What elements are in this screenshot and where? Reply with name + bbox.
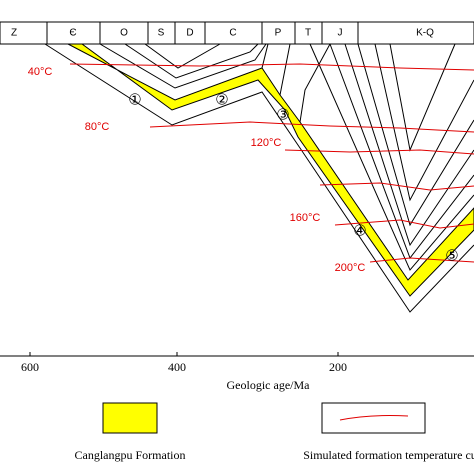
temperature-label: 160°C [290,212,321,224]
stratum-label: S [158,28,165,39]
temperature-curves [69,63,474,263]
strata-strip: Z Є O S D C P T J K-Q [0,21,474,45]
temperature-label: 40°C [28,66,53,78]
marker: ④ [353,223,366,239]
stratum-label: K-Q [416,28,434,39]
temperature-label: 80°C [85,121,110,133]
strata-frame [0,21,474,45]
marker: ① [128,92,141,108]
stratum-label: Є [69,28,76,39]
stratum-label: Z [11,28,17,39]
burial-curves [44,43,474,313]
legend-label: Simulated formation temperature curv [303,448,474,462]
x-tick-label: 400 [168,360,186,374]
marker: ③ [276,107,289,123]
marker: ⑤ [445,248,458,264]
x-tick-label: 600 [21,360,39,374]
marker: ② [215,92,228,108]
stratum-label: D [186,28,193,39]
x-axis: 600 400 200 Geologic age/Ma [0,352,474,392]
stratum-label: O [120,28,128,39]
canglangpu-formation [67,43,474,297]
stratum-label: J [338,28,343,39]
legend-label: Canglangpu Formation [75,448,186,462]
stratum-label: P [275,28,282,39]
x-tick-label: 200 [329,360,347,374]
legend-line [339,415,409,421]
x-axis-label: Geologic age/Ma [227,378,311,392]
legend-swatch [102,402,158,434]
stratum-label: C [229,28,236,39]
legend: Canglangpu Formation Simulated formation… [75,402,474,462]
stratum-label: T [305,28,311,39]
legend-swatch [321,402,426,434]
temperature-label: 200°C [335,262,366,274]
temperature-label: 120°C [251,137,282,149]
